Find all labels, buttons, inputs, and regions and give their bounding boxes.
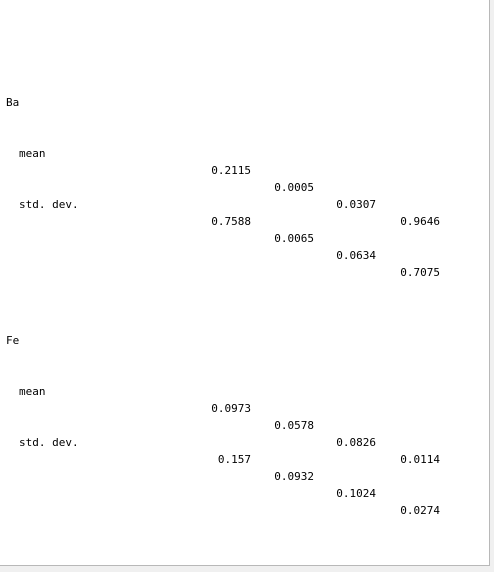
stat-row: mean 0.2115 0.0005 0.0307 0.9646 [6,128,486,228]
cluster-1-value: 0.0065 [274,232,314,245]
attribute-row-ba: Ba [6,77,486,109]
cluster-3-value: 0.0114 [400,453,440,466]
horizontal-scrollbar[interactable] [0,566,494,572]
stat-label: std. dev. [19,198,79,211]
blank-line [6,230,486,247]
cluster-1-value: 0.0932 [274,470,314,483]
clusterer-output-text: Ba mean 0.2115 0.0005 0.0307 0.9646 std.… [6,9,486,565]
cluster-1-value: 0.0578 [274,419,314,432]
attribute-name: Fe [6,334,20,347]
stat-label: mean [19,147,46,160]
cluster-0-value: 0.2115 [211,164,251,177]
stat-row: std. dev. 0.157 0.0932 0.1024 0.0274 [6,417,486,517]
cluster-2-value: 0.1024 [336,487,376,500]
blank-line [6,468,486,485]
cluster-3-value: 0.7075 [400,266,440,279]
cluster-2-value: 0.0634 [336,249,376,262]
attribute-name: Ba [6,96,20,109]
attribute-row-type: Type [6,553,486,565]
cluster-0-value: 0.157 [217,453,251,466]
cluster-2-value: 0.0307 [336,198,376,211]
cluster-0-value: 0.0973 [211,402,251,415]
cluster-1-value: 0.0005 [274,181,314,194]
cluster-3-value: 0.9646 [400,215,440,228]
vertical-scrollbar[interactable] [490,0,494,572]
stat-row: mean 0.0973 0.0578 0.0826 0.0114 [6,366,486,466]
stat-label: mean [19,385,46,398]
stat-label: std. dev. [19,436,79,449]
stat-row: std. dev. 0.7588 0.0065 0.0634 0.7075 [6,179,486,279]
cluster-3-value: 0.0274 [400,504,440,517]
attribute-row-fe: Fe [6,315,486,347]
cluster-2-value: 0.0826 [336,436,376,449]
cluster-0-value: 0.7588 [211,215,251,228]
